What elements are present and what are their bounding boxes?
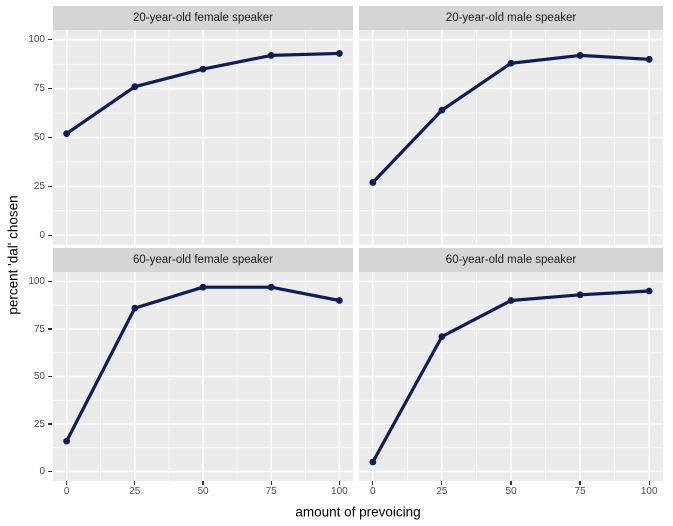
data-point xyxy=(576,291,584,299)
y-tick-label: 100 xyxy=(28,34,45,46)
facet-panel xyxy=(53,30,353,245)
data-point xyxy=(131,83,139,91)
facet-strip-label: 60-year-old female speaker xyxy=(133,254,273,266)
x-tick-mark xyxy=(66,481,68,485)
y-tick-label: 50 xyxy=(33,371,45,382)
x-tick-label: 25 xyxy=(436,485,448,497)
data-point xyxy=(63,130,71,137)
x-tick-label: 0 xyxy=(370,485,376,497)
data-point xyxy=(369,458,377,466)
data-point xyxy=(199,65,207,73)
x-tick-mark xyxy=(510,481,512,485)
y-tick-mark xyxy=(47,375,52,378)
y-tick-mark xyxy=(47,234,52,236)
x-tick-mark xyxy=(648,481,650,485)
y-tick-mark xyxy=(47,423,52,425)
facet-strip: 60-year-old female speaker xyxy=(53,248,353,272)
facet-panel xyxy=(359,30,663,245)
x-tick-mark xyxy=(338,481,340,485)
y-tick-mark xyxy=(47,470,52,473)
y-tick-mark xyxy=(47,39,52,41)
facet-strip: 20-year-old female speaker xyxy=(53,6,353,30)
data-point xyxy=(335,50,343,57)
x-tick-mark xyxy=(579,481,581,485)
y-tick-label: 0 xyxy=(39,229,45,241)
y-tick-label: 25 xyxy=(33,180,45,192)
x-tick-label: 75 xyxy=(265,485,277,497)
data-point xyxy=(199,283,207,291)
y-tick-mark xyxy=(47,328,52,330)
x-tick-mark xyxy=(372,481,374,485)
data-point xyxy=(438,333,446,340)
y-tick-mark xyxy=(47,185,52,187)
y-tick-label: 75 xyxy=(33,83,45,95)
x-tick-mark xyxy=(270,481,272,485)
data-point xyxy=(507,297,515,304)
x-tick-label: 100 xyxy=(640,485,658,497)
x-tick-mark xyxy=(202,481,204,485)
data-point xyxy=(645,287,653,295)
y-tick-label: 25 xyxy=(33,418,45,430)
data-point xyxy=(267,52,275,59)
x-axis-title: amount of prevoicing xyxy=(295,504,421,520)
y-axis-title: percent 'dal' chosen xyxy=(5,195,21,315)
x-tick-label: 50 xyxy=(505,485,517,497)
y-tick-mark xyxy=(47,136,52,139)
x-tick-label: 100 xyxy=(331,485,348,497)
facet-panel xyxy=(53,272,353,481)
y-tick-label: 100 xyxy=(28,276,45,287)
y-tick-label: 75 xyxy=(33,323,45,335)
data-point xyxy=(576,52,584,59)
data-point xyxy=(335,297,343,304)
data-point xyxy=(369,179,377,186)
data-point xyxy=(507,59,515,67)
x-tick-label: 0 xyxy=(63,485,70,497)
y-tick-mark xyxy=(47,280,52,283)
facet-strip: 20-year-old male speaker xyxy=(359,6,663,30)
y-tick-label: 50 xyxy=(33,132,45,143)
y-tick-label: 0 xyxy=(39,466,45,477)
data-point xyxy=(438,106,446,114)
data-point xyxy=(131,304,139,312)
facet-strip-label: 20-year-old female speaker xyxy=(133,12,273,24)
x-tick-label: 50 xyxy=(197,485,209,497)
facet-strip: 60-year-old male speaker xyxy=(359,248,663,272)
facet-strip-label: 60-year-old male speaker xyxy=(445,254,577,266)
data-point xyxy=(63,437,71,445)
facet-panel xyxy=(359,272,663,481)
x-tick-label: 25 xyxy=(129,485,141,497)
x-tick-mark xyxy=(441,481,443,485)
data-point xyxy=(267,283,275,291)
x-tick-mark xyxy=(134,481,136,485)
y-tick-mark xyxy=(47,88,52,90)
data-point xyxy=(645,55,653,63)
facet-strip-label: 20-year-old male speaker xyxy=(445,12,577,24)
x-tick-label: 75 xyxy=(574,485,586,497)
